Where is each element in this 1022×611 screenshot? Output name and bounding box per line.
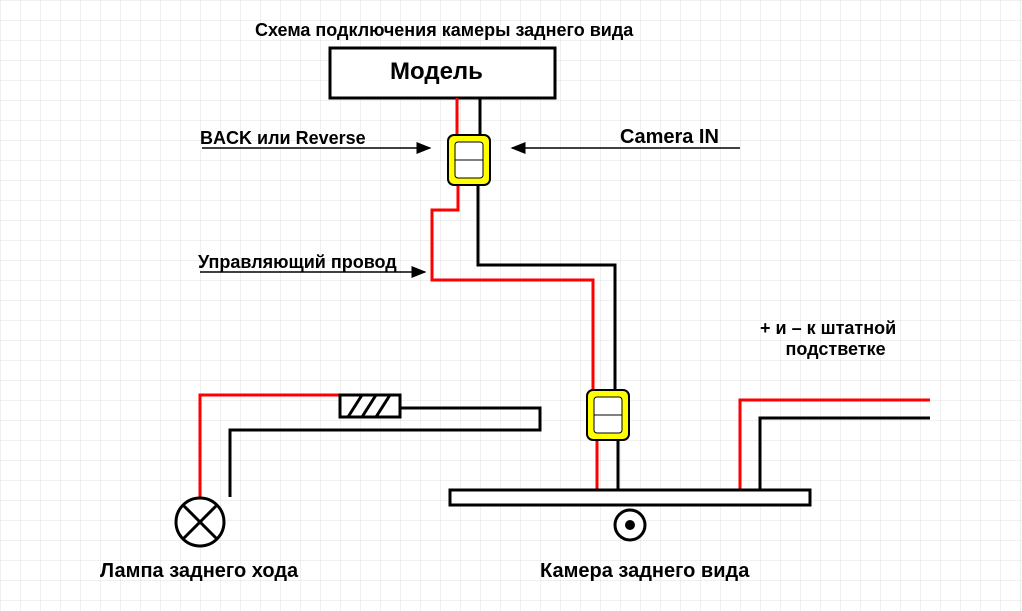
power-note-label: + и – к штатной подстветке [760,318,896,360]
camera-bar [450,490,810,505]
wires-black [230,98,930,497]
back-reverse-label: BACK или Reverse [200,128,366,149]
model-box-label: Модель [390,58,483,86]
connector-bottom [587,390,629,440]
lamp-label: Лампа заднего хода [100,560,298,583]
camera-in-label: Camera IN [620,126,719,149]
wiring-svg [0,0,1022,611]
title-label: Схема подключения камеры заднего вида [255,20,633,41]
diagram-canvas: Схема подключения камеры заднего вида Мо… [0,0,1022,611]
camera-wheel [615,510,645,540]
camera-label: Камера заднего вида [540,560,749,583]
connector-top [448,135,490,185]
lamp-symbol [176,498,224,546]
control-wire-label: Управляющий провод [198,252,397,273]
wires-red [200,98,930,497]
fuse-box [340,395,400,417]
